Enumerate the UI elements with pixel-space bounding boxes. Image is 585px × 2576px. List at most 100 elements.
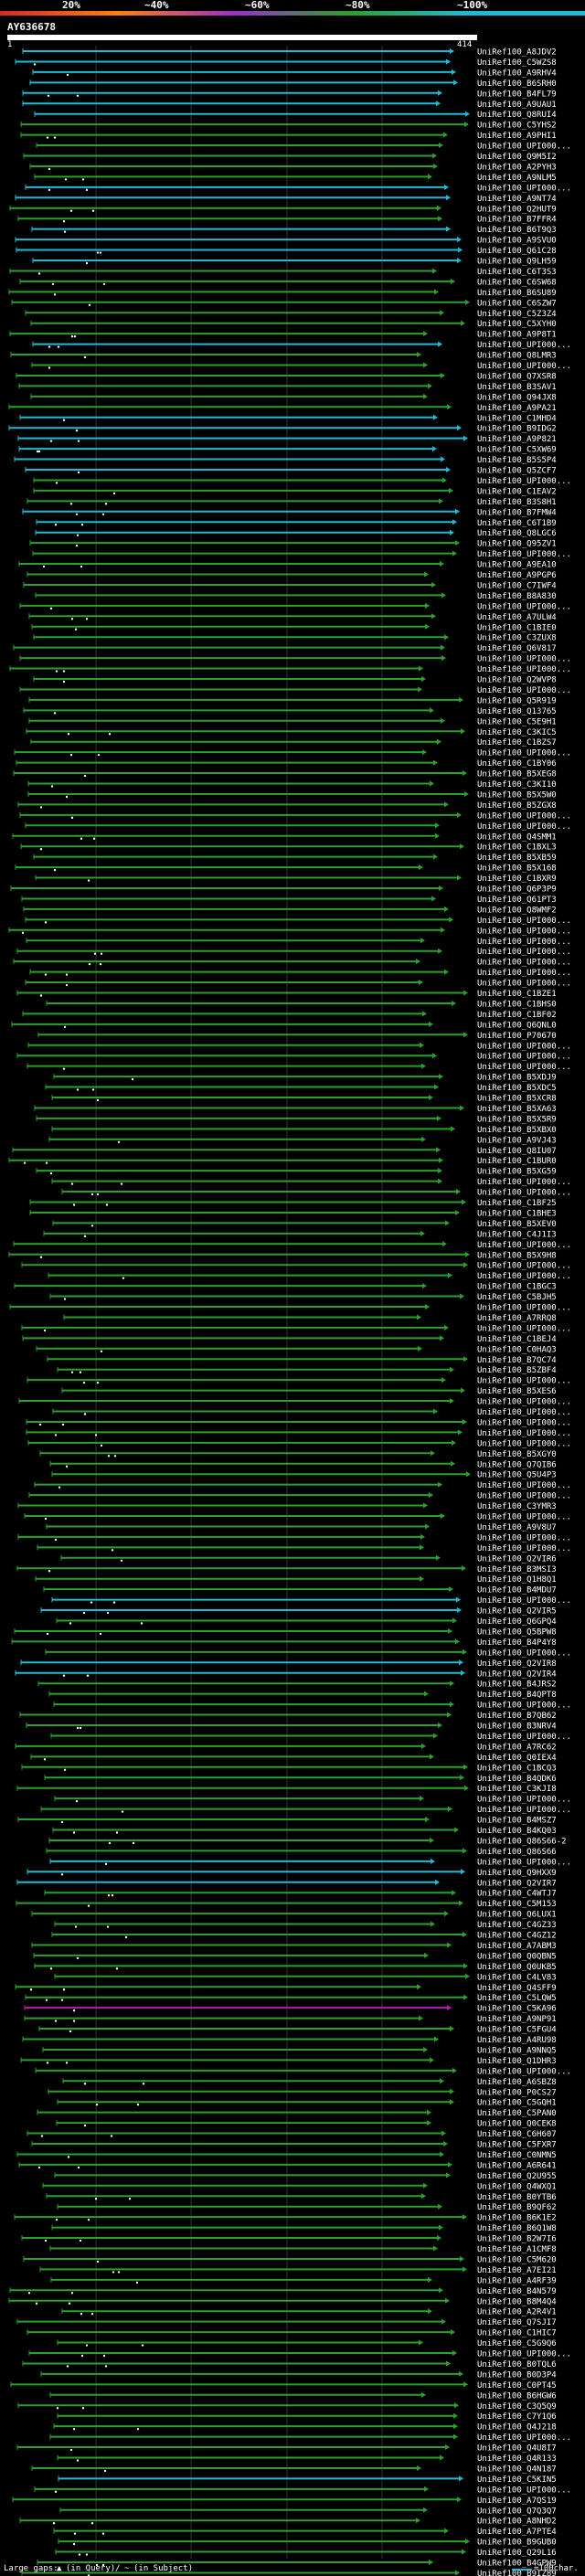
hit-label[interactable]: UniRef100_Q2VIR4 — [477, 1670, 557, 1679]
hit-label[interactable]: UniRef100_A7RC62 — [477, 1743, 557, 1752]
hit-label[interactable]: UniRef100_C4WTJ7 — [477, 1890, 557, 1899]
hit-label[interactable]: UniRef100_Q9HXX9 — [477, 1869, 557, 1878]
hit-label[interactable]: UniRef100_C1HIC7 — [477, 2329, 557, 2338]
hit-label[interactable]: UniRef100_Q8LMR3 — [477, 352, 557, 361]
hit-label[interactable]: UniRef100_Q0IEX4 — [477, 1754, 557, 1763]
hit-label[interactable]: UniRef100_B3SAV1 — [477, 383, 557, 392]
hit-label[interactable]: UniRef100_A6SBZ8 — [477, 2078, 557, 2087]
hit-label[interactable]: UniRef100_Q6LUX1 — [477, 1911, 557, 1920]
hit-label[interactable]: UniRef100_B5XDJ9 — [477, 1074, 557, 1083]
hit-label[interactable]: UniRef100_A9SVU0 — [477, 237, 557, 246]
hit-label[interactable]: UniRef100_UPI000... — [477, 1733, 571, 1742]
hit-label[interactable]: UniRef100_C1BIE0 — [477, 623, 557, 632]
hit-label[interactable]: UniRef100_UPI000... — [477, 686, 571, 695]
hit-label[interactable]: UniRef100_B9IZ89 — [477, 2570, 557, 2576]
hit-label[interactable]: UniRef100_UPI000... — [477, 1858, 571, 1867]
hit-label[interactable]: UniRef100_A8JDV2 — [477, 48, 557, 58]
hit-label[interactable]: UniRef100_C4J1I3 — [477, 1230, 557, 1239]
hit-label[interactable]: UniRef100_C3KI10 — [477, 780, 557, 790]
hit-label[interactable]: UniRef100_A4RU98 — [477, 2036, 557, 2045]
hit-label[interactable]: UniRef100_B8A830 — [477, 592, 557, 601]
hit-label[interactable]: UniRef100_B5XES6 — [477, 1387, 557, 1396]
hit-label[interactable]: UniRef100_A9UAU1 — [477, 101, 557, 110]
hit-label[interactable]: UniRef100_C5M620 — [477, 2255, 557, 2264]
hit-label[interactable]: UniRef100_B4P4Y8 — [477, 1638, 557, 1648]
hit-label[interactable]: UniRef100_A7QS19 — [477, 2496, 557, 2506]
hit-label[interactable]: UniRef100_UPI000... — [477, 1377, 571, 1386]
hit-label[interactable]: UniRef100_B9IDG2 — [477, 425, 557, 434]
hit-label[interactable]: UniRef100_C5Z3Z4 — [477, 310, 557, 319]
hit-label[interactable]: UniRef100_B6HGW6 — [477, 2391, 557, 2401]
hit-label[interactable]: UniRef100_Q7XSR8 — [477, 372, 557, 381]
hit-label[interactable]: UniRef100_C1MHD4 — [477, 414, 557, 423]
hit-label[interactable]: UniRef100_B5XB59 — [477, 853, 557, 863]
hit-label[interactable]: UniRef100_Q9M5I2 — [477, 153, 557, 162]
hit-label[interactable]: UniRef100_Q7Q3Q7 — [477, 2507, 557, 2516]
hit-label[interactable]: UniRef100_UPI000... — [477, 917, 571, 926]
hit-label[interactable]: UniRef100_B4KQ03 — [477, 1827, 557, 1836]
hit-label[interactable]: UniRef100_C5XW69 — [477, 446, 557, 455]
hit-label[interactable]: UniRef100_A9VJ43 — [477, 1136, 557, 1145]
hit-label[interactable]: UniRef100_A8NHD2 — [477, 2518, 557, 2527]
hit-label[interactable]: UniRef100_Q2HUT9 — [477, 205, 557, 214]
hit-label[interactable]: UniRef100_UPI000... — [477, 655, 571, 664]
hit-label[interactable]: UniRef100_UPI000... — [477, 1324, 571, 1333]
hit-label[interactable]: UniRef100_Q6QNL0 — [477, 1021, 557, 1030]
hit-label[interactable]: UniRef100_B7FFR4 — [477, 216, 557, 225]
hit-label[interactable]: UniRef100_Q2VIR8 — [477, 1659, 557, 1669]
hit-label[interactable]: UniRef100_B6SU89 — [477, 289, 557, 298]
hit-label[interactable]: UniRef100_A9NP91 — [477, 2015, 557, 2024]
hit-label[interactable]: UniRef100_B4GPW9 — [477, 2560, 557, 2569]
hit-label[interactable]: UniRef100_Q4N187 — [477, 2465, 557, 2474]
hit-label[interactable]: UniRef100_B4JRS2 — [477, 1680, 557, 1690]
hit-label[interactable]: UniRef100_Q2VIR6 — [477, 1554, 557, 1564]
hit-label[interactable]: UniRef100_A2R4V1 — [477, 2308, 557, 2317]
hit-label[interactable]: UniRef100_B3S8H1 — [477, 498, 557, 507]
hit-label[interactable]: UniRef100_UPI000... — [477, 948, 571, 957]
hit-label[interactable]: UniRef100_Q8IU07 — [477, 1147, 557, 1156]
hit-label[interactable]: UniRef100_UPI000... — [477, 477, 571, 486]
hit-label[interactable]: UniRef100_C1BXL3 — [477, 843, 557, 853]
hit-label[interactable]: UniRef100_A9PA21 — [477, 404, 557, 413]
hit-label[interactable]: UniRef100_B4QDK6 — [477, 1775, 557, 1784]
hit-label[interactable]: UniRef100_B6T9Q3 — [477, 226, 557, 235]
hit-label[interactable]: UniRef100_C5BJH5 — [477, 1293, 557, 1302]
hit-label[interactable]: UniRef100_UPI000... — [477, 969, 571, 978]
hit-label[interactable]: UniRef100_UPI000... — [477, 1513, 571, 1522]
hit-label[interactable]: UniRef100_B5XA63 — [477, 1105, 557, 1114]
hit-label[interactable]: UniRef100_Q4R133 — [477, 2454, 557, 2464]
hit-label[interactable]: UniRef100_UPI000... — [477, 1408, 571, 1417]
hit-label[interactable]: UniRef100_B7FMW4 — [477, 508, 557, 517]
hit-label[interactable]: UniRef100_UPI000... — [477, 341, 571, 350]
hit-label[interactable]: UniRef100_Q6V817 — [477, 644, 557, 653]
hit-label[interactable]: UniRef100_UPI000... — [477, 1418, 571, 1427]
hit-label[interactable]: UniRef100_C1BHS0 — [477, 1000, 557, 1009]
hit-label[interactable]: UniRef100_B5S5P4 — [477, 456, 557, 465]
hit-label[interactable]: UniRef100_C4GZ12 — [477, 1932, 557, 1941]
hit-label[interactable]: UniRef100_UPI000... — [477, 362, 571, 371]
hit-label[interactable]: UniRef100_C7Y1Q6 — [477, 2412, 557, 2422]
hit-label[interactable]: UniRef100_UPI000... — [477, 2067, 571, 2076]
hit-label[interactable]: UniRef100_Q6P3P9 — [477, 885, 557, 895]
hit-label[interactable]: UniRef100_A6R641 — [477, 2161, 557, 2170]
hit-label[interactable]: UniRef100_UPI000... — [477, 1304, 571, 1313]
hit-label[interactable]: UniRef100_C7IWF4 — [477, 581, 557, 590]
hit-label[interactable]: UniRef100_UPI000... — [477, 1272, 571, 1281]
hit-label[interactable]: UniRef100_C1BY06 — [477, 759, 557, 769]
hit-label[interactable]: UniRef100_UPI000... — [477, 1398, 571, 1407]
hit-label[interactable]: UniRef100_C5XYH0 — [477, 320, 557, 329]
hit-label[interactable]: UniRef100_C4GZ33 — [477, 1921, 557, 1930]
hit-label[interactable]: UniRef100_UPI000... — [477, 1429, 571, 1438]
hit-label[interactable]: UniRef100_UPI000... — [477, 1241, 571, 1250]
hit-label[interactable]: UniRef100_UPI000... — [477, 1796, 571, 1805]
hit-label[interactable]: UniRef100_UPI000... — [477, 2486, 571, 2495]
hit-label[interactable]: UniRef100_C3YMR3 — [477, 1502, 557, 1511]
hit-label[interactable]: UniRef100_UPI000... — [477, 959, 571, 968]
hit-label[interactable]: UniRef100_B4MDU7 — [477, 1586, 557, 1595]
hit-label[interactable]: UniRef100_Q1DHR3 — [477, 2057, 557, 2066]
hit-label[interactable]: UniRef100_C0PT45 — [477, 2381, 557, 2390]
hit-label[interactable]: UniRef100_A7RRQ8 — [477, 1314, 557, 1323]
hit-label[interactable]: UniRef100_UPI000... — [477, 1701, 571, 1711]
hit-label[interactable]: UniRef100_Q0QBN5 — [477, 1952, 557, 1961]
hit-label[interactable]: UniRef100_UPI000... — [477, 811, 571, 821]
